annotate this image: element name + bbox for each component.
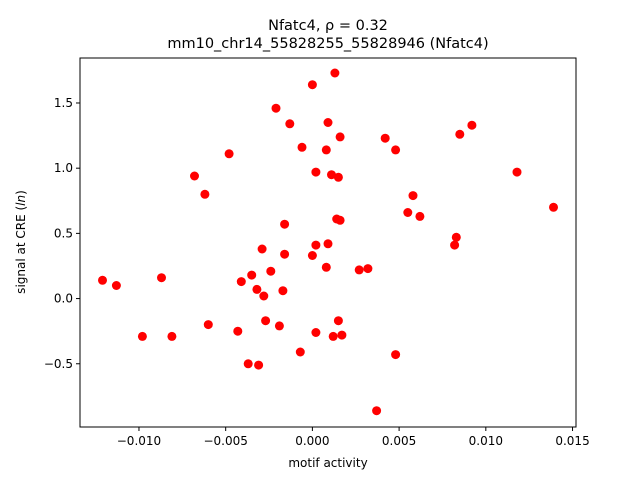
- data-point-25: [280, 219, 290, 229]
- data-point-51: [137, 331, 147, 341]
- y-axis-label: signal at CRE (ln): [14, 190, 28, 294]
- plot-frame: [79, 57, 577, 428]
- y-tick-label: 1.0: [54, 161, 73, 175]
- x-tick-label: 0.010: [469, 434, 503, 448]
- data-point-35: [363, 264, 373, 274]
- y-tick-label: 0.5: [54, 226, 73, 240]
- x-axis-label: motif activity: [288, 456, 367, 470]
- data-point-57: [243, 359, 253, 369]
- data-point-48: [333, 316, 343, 326]
- data-point-53: [328, 331, 338, 341]
- data-point-50: [311, 328, 321, 337]
- data-point-52: [167, 331, 177, 341]
- data-point-29: [323, 239, 333, 249]
- x-tick-label: −0.010: [117, 434, 161, 448]
- data-point-17: [512, 167, 522, 177]
- data-point-26: [451, 232, 461, 242]
- data-point-40: [236, 277, 246, 287]
- data-point-1: [307, 80, 317, 90]
- data-point-13: [311, 167, 321, 177]
- data-point-7: [455, 129, 465, 139]
- data-point-56: [391, 350, 401, 360]
- data-point-34: [354, 265, 364, 275]
- x-tick-label: −0.005: [203, 434, 247, 448]
- data-point-24: [335, 215, 345, 225]
- data-point-6: [380, 133, 390, 143]
- data-point-10: [321, 145, 331, 155]
- y-axis-label-text: signal at CRE (: [14, 206, 28, 294]
- data-point-4: [323, 118, 333, 127]
- data-point-59: [372, 406, 382, 416]
- chart-subtitle: mm10_chr14_55828255_55828946 (Nfatc4): [167, 36, 488, 52]
- data-point-39: [157, 273, 166, 283]
- data-point-0: [330, 68, 340, 78]
- y-tick-label: 0.0: [54, 292, 73, 306]
- y-axis-label-ln: ln: [14, 195, 28, 206]
- y-axis-label-close: ): [14, 190, 28, 195]
- data-point-36: [266, 266, 276, 276]
- data-point-21: [403, 208, 413, 217]
- data-point-18: [200, 189, 210, 199]
- data-point-37: [247, 270, 257, 280]
- x-tick-label: 0.000: [295, 434, 329, 448]
- data-point-2: [271, 103, 281, 113]
- data-point-54: [337, 330, 347, 340]
- x-tick-label: 0.005: [382, 434, 416, 448]
- data-point-55: [295, 347, 305, 357]
- data-point-16: [190, 171, 199, 181]
- data-point-43: [278, 286, 288, 296]
- data-points: [98, 68, 558, 416]
- y-tick-label: 1.5: [54, 96, 73, 110]
- data-point-19: [408, 191, 418, 201]
- data-point-41: [111, 281, 121, 290]
- data-point-20: [549, 202, 558, 212]
- data-point-8: [467, 120, 477, 130]
- data-point-47: [274, 321, 284, 331]
- data-point-22: [415, 211, 425, 221]
- x-axis-ticks: −0.010 −0.005 0.000 0.005 0.010 0.015: [117, 427, 590, 448]
- y-tick-label: −0.5: [44, 357, 73, 371]
- data-point-9: [297, 142, 307, 152]
- data-point-14: [327, 170, 336, 180]
- data-point-5: [335, 132, 345, 142]
- data-point-33: [321, 262, 331, 272]
- x-tick-label: 0.015: [555, 434, 589, 448]
- data-point-42: [252, 284, 262, 294]
- y-axis-ticks: −0.5 0.0 0.5 1.0 1.5: [44, 96, 80, 371]
- data-point-3: [285, 119, 295, 129]
- data-point-58: [254, 360, 264, 370]
- data-point-32: [307, 251, 317, 260]
- data-point-30: [257, 244, 267, 254]
- data-point-44: [259, 291, 269, 301]
- data-point-38: [98, 275, 107, 285]
- data-point-11: [391, 145, 401, 155]
- data-point-27: [450, 240, 460, 250]
- chart-title: Nfatc4, ρ = 0.32: [268, 18, 388, 34]
- data-point-28: [311, 240, 321, 250]
- data-point-31: [280, 249, 290, 259]
- data-point-49: [233, 326, 243, 336]
- data-point-46: [261, 316, 271, 326]
- data-point-45: [203, 320, 213, 330]
- data-point-12: [224, 149, 234, 159]
- data-point-15: [333, 172, 343, 182]
